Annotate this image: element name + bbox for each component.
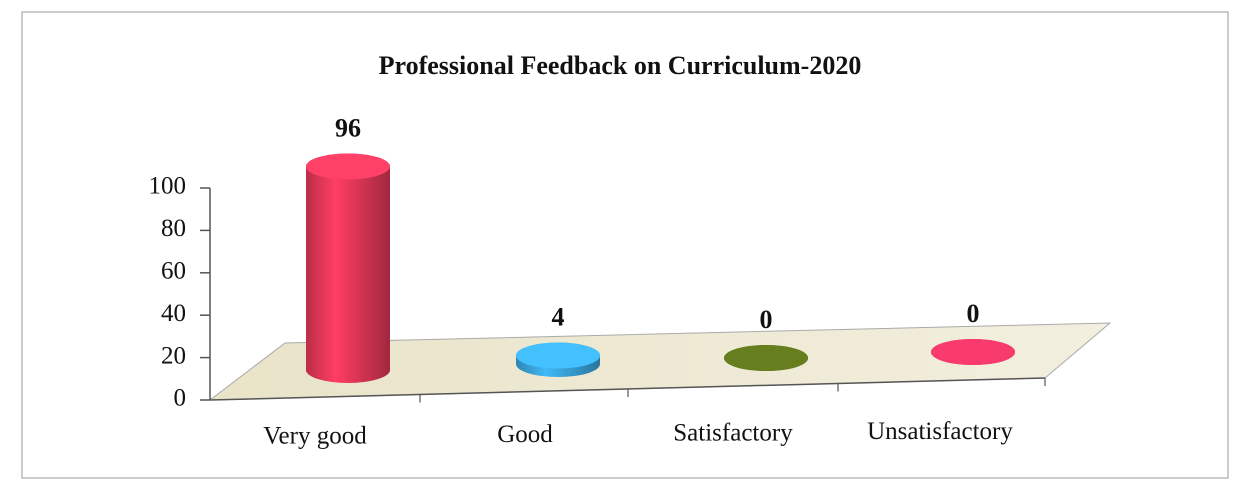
bar-top bbox=[306, 153, 390, 180]
y-tick-label: 100 bbox=[149, 173, 187, 200]
value-label: 4 bbox=[552, 302, 565, 331]
x-tick-label: Unsatisfactory bbox=[867, 418, 1013, 445]
x-tick-label: Good bbox=[497, 421, 553, 448]
y-tick-label: 40 bbox=[161, 300, 186, 327]
value-label: 0 bbox=[967, 299, 980, 328]
bar-top bbox=[724, 345, 808, 371]
value-label: 0 bbox=[760, 305, 773, 334]
chart-border bbox=[21, 11, 1229, 479]
y-tick-label: 20 bbox=[161, 342, 186, 369]
x-tick-label: Satisfactory bbox=[673, 420, 793, 447]
y-tick-label: 80 bbox=[161, 215, 186, 242]
x-tick-label: Very good bbox=[263, 423, 367, 450]
bar-top bbox=[931, 339, 1015, 365]
value-label: 96 bbox=[335, 113, 361, 142]
bar bbox=[306, 153, 390, 383]
bar-top bbox=[516, 342, 600, 369]
y-tick-label: 0 bbox=[174, 385, 187, 412]
chart-title: Professional Feedback on Curriculum-2020 bbox=[379, 51, 862, 80]
y-tick-label: 60 bbox=[161, 258, 186, 285]
